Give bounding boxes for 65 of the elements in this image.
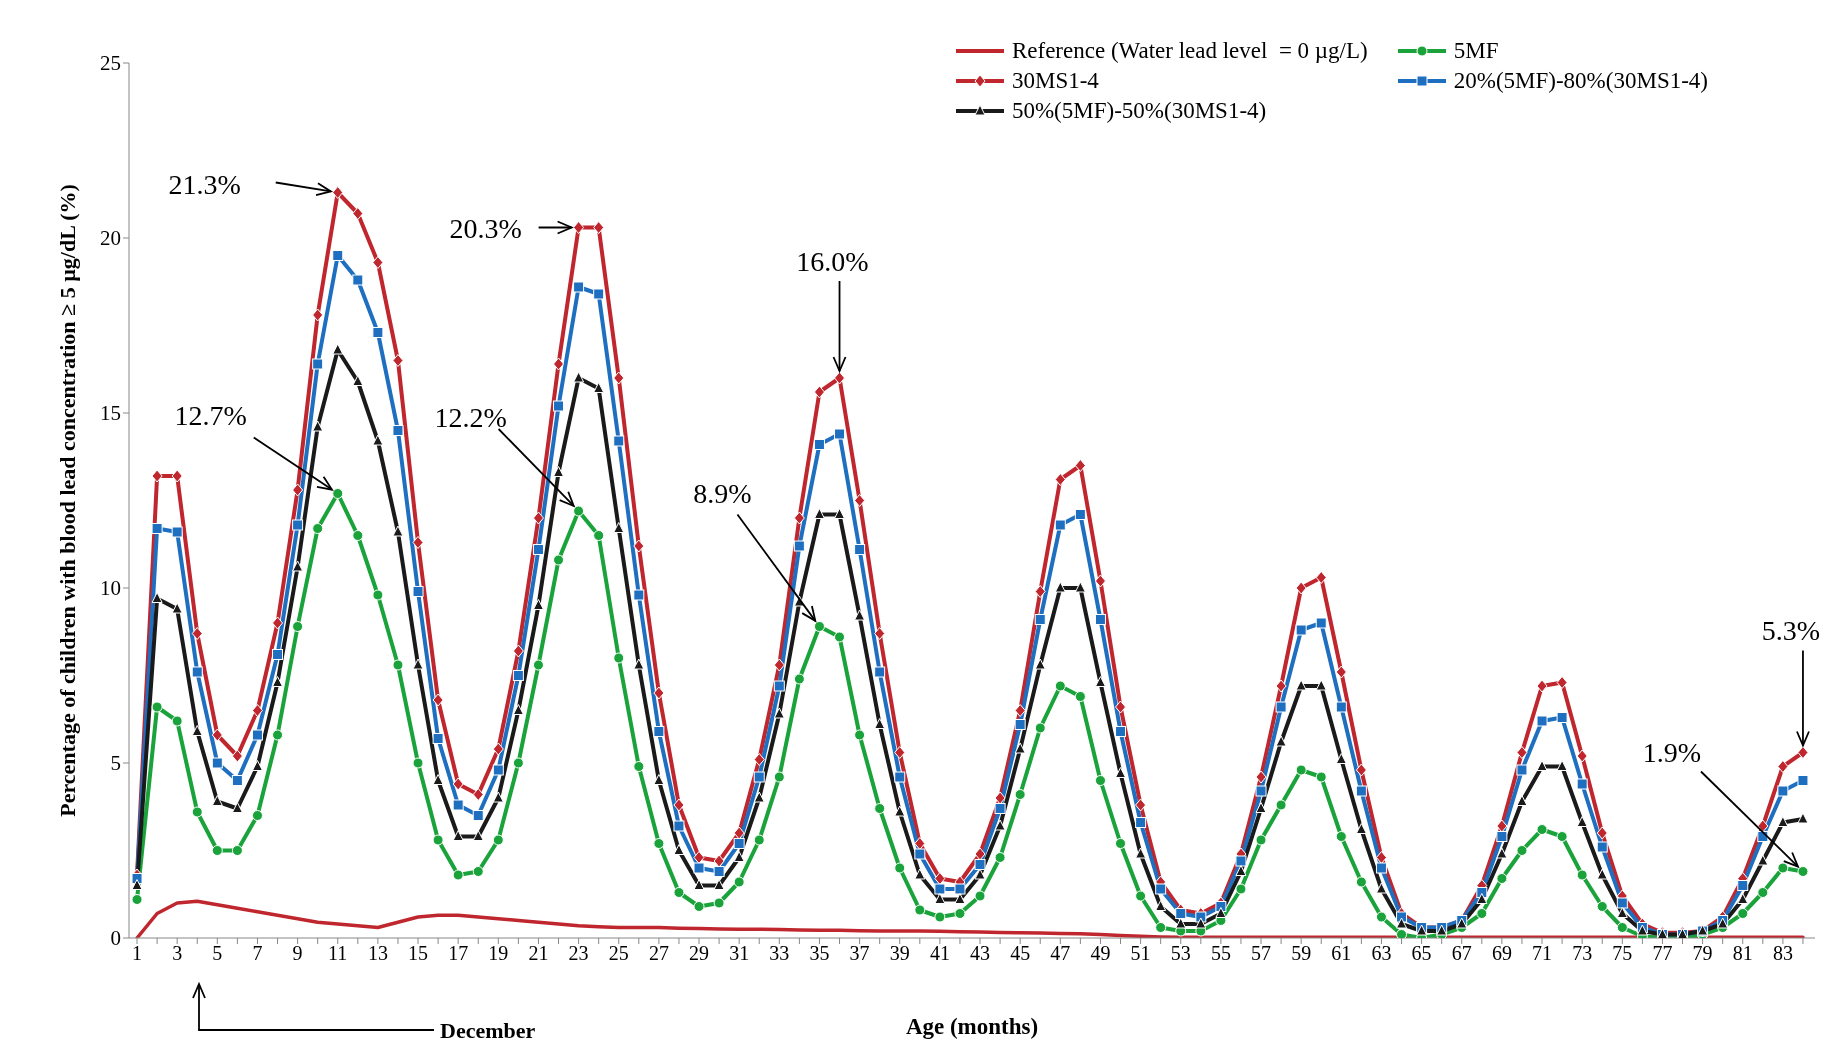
x-tick-label: 77: [1652, 942, 1673, 965]
x-tick-label: 51: [1130, 942, 1151, 965]
x-tick-label: 31: [729, 942, 750, 965]
y-tick-label: 0: [110, 926, 121, 951]
x-tick-label: 83: [1772, 942, 1793, 965]
x-tick-label: 29: [689, 942, 710, 965]
x-tick-label: 61: [1331, 942, 1352, 965]
x-tick-label: 11: [328, 942, 348, 965]
x-tick-label: 27: [648, 942, 669, 965]
y-axis-title: Percentage of children with blood lead concentration ≥ 5 µg/dL (%): [54, 184, 80, 817]
legend-label: 30MS1-4: [1011, 68, 1099, 94]
y-tick-label: 20: [100, 226, 121, 251]
annotation: 12.2%: [434, 401, 507, 433]
x-tick-label: 25: [608, 942, 629, 965]
x-tick-label: 65: [1411, 942, 1432, 965]
x-tick-label: 47: [1050, 942, 1071, 965]
legend-label: 5MF: [1453, 38, 1499, 64]
x-tick-label: 63: [1371, 942, 1392, 965]
y-tick-label: 5: [110, 751, 121, 776]
x-tick-label: 75: [1612, 942, 1633, 965]
annotation: 20.3%: [449, 213, 522, 244]
x-tick-label: 33: [769, 942, 790, 965]
y-tick-label: 10: [100, 576, 121, 601]
x-tick-label: 55: [1210, 942, 1231, 965]
x-tick-label: 45: [1010, 942, 1031, 965]
y-tick-label: 25: [100, 51, 121, 76]
annotation: 21.3%: [168, 169, 241, 200]
annotation: 16.0%: [796, 245, 869, 277]
x-tick-label: 21: [528, 942, 549, 965]
x-tick-label: 41: [929, 942, 950, 965]
x-axis-title: Age (months): [905, 1014, 1039, 1040]
x-tick-label: 57: [1251, 942, 1272, 965]
x-tick-label: 43: [970, 942, 991, 965]
x-tick-label: 3: [172, 942, 183, 965]
x-tick-label: 71: [1532, 942, 1553, 965]
y-tick-label: 15: [100, 401, 121, 426]
x-tick-label: 5: [212, 942, 223, 965]
legend-label: Reference (Water lead level = 0 µg/L): [1011, 38, 1368, 64]
x-tick-label: 15: [408, 942, 429, 965]
x-tick-label: 23: [568, 942, 589, 965]
x-tick-label: 37: [849, 942, 870, 965]
x-tick-label: 19: [488, 942, 509, 965]
x-tick-label: 79: [1692, 942, 1713, 965]
annotation: 5.3%: [1761, 615, 1821, 646]
x-tick-label: 67: [1451, 942, 1472, 965]
x-tick-label: 17: [448, 942, 469, 965]
x-tick-label: 81: [1732, 942, 1753, 965]
x-tick-label: 35: [809, 942, 830, 965]
annotation: 8.9%: [693, 478, 752, 509]
line-series: [135, 899, 1805, 938]
x-tick-label: 53: [1170, 942, 1191, 965]
x-tick-label: 59: [1291, 942, 1312, 965]
annotation: 1.9%: [1642, 737, 1702, 768]
x-tick-label: 1: [132, 942, 143, 965]
x-tick-label: 7: [252, 942, 263, 965]
x-tick-label: 73: [1572, 942, 1593, 965]
x-tick-label: 13: [367, 942, 388, 965]
x-tick-label: 39: [889, 942, 910, 965]
legend-label: 20%(5MF)-80%(30MS1-4): [1453, 68, 1708, 94]
x-tick-label: 69: [1491, 942, 1512, 965]
text: December: [440, 1017, 536, 1043]
legend-label: 50%(5MF)-50%(30MS1-4): [1011, 98, 1267, 124]
x-tick-label: 49: [1090, 942, 1111, 965]
annotation: 12.7%: [174, 400, 247, 431]
x-tick-label: 9: [292, 942, 303, 965]
